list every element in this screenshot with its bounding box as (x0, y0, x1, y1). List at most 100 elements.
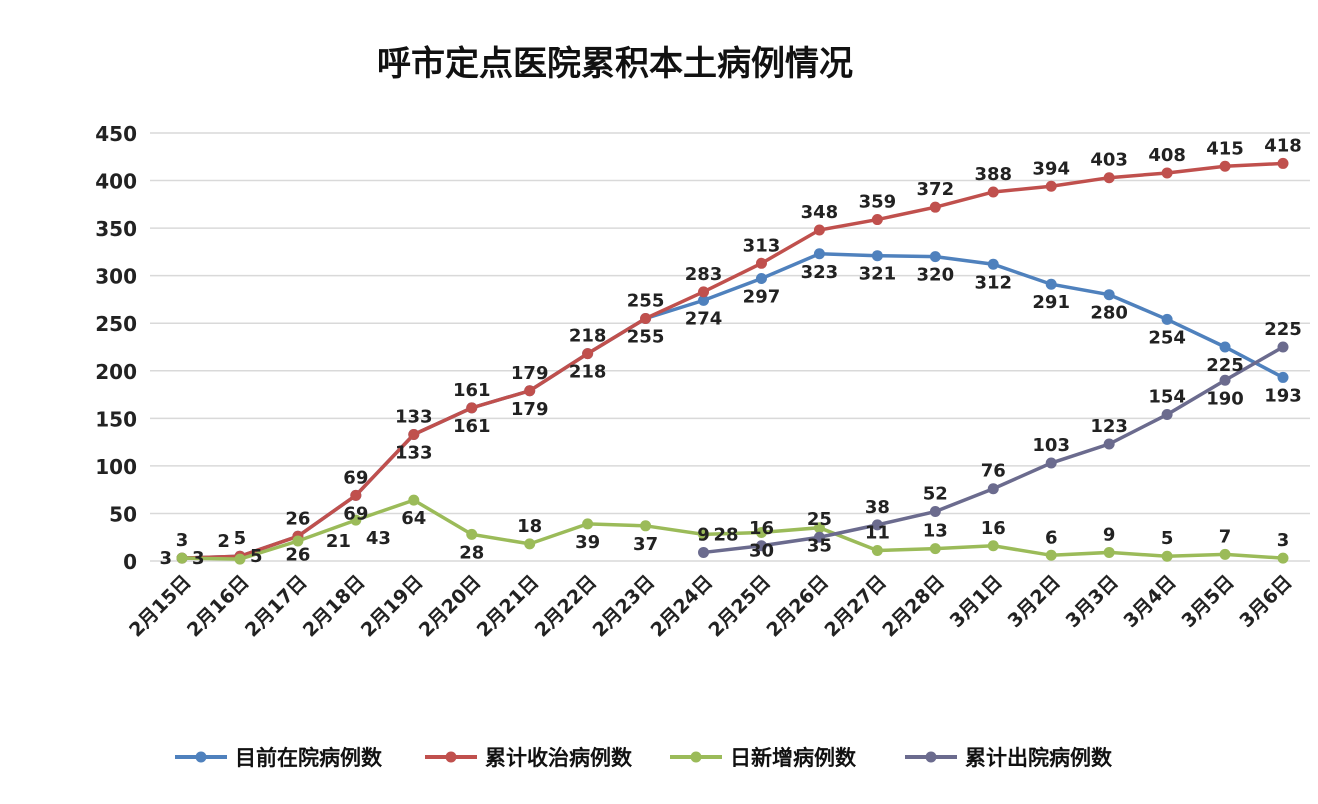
x-tick-label: 2月17日 (241, 571, 311, 641)
data-point (698, 546, 710, 558)
data-point (987, 483, 999, 495)
legend-label: 日新增病例数 (730, 746, 857, 770)
data-point (292, 535, 304, 547)
legend-marker (445, 751, 457, 763)
data-label: 7 (1219, 526, 1232, 547)
data-point (813, 224, 825, 236)
x-tick-label: 2月20日 (415, 571, 485, 641)
data-point (871, 519, 883, 531)
data-point (755, 273, 767, 285)
data-point (755, 526, 767, 538)
data-label: 313 (743, 235, 781, 256)
data-label: 372 (917, 179, 955, 200)
legend-marker (690, 751, 702, 763)
x-tick-label: 2月16日 (183, 571, 253, 641)
data-point (176, 552, 188, 564)
data-point (813, 248, 825, 260)
x-tick-label: 3月6日 (1235, 571, 1296, 632)
data-label: 37 (633, 534, 658, 555)
data-point (524, 538, 536, 550)
data-point (1219, 548, 1231, 560)
y-tick-label: 400 (95, 170, 137, 194)
data-point (1161, 550, 1173, 562)
y-tick-label: 300 (95, 265, 137, 289)
x-tick-label: 2月15日 (125, 571, 195, 641)
data-label: 2 (217, 531, 230, 552)
data-label: 26 (285, 544, 310, 565)
data-point (987, 258, 999, 270)
x-tick-label: 3月1日 (946, 571, 1007, 632)
data-label: 28 (459, 542, 484, 563)
data-point (929, 543, 941, 555)
data-label: 38 (865, 497, 890, 518)
data-label: 179 (511, 399, 549, 420)
data-label: 415 (1206, 138, 1244, 159)
data-point (1277, 371, 1289, 383)
data-point (1103, 546, 1115, 558)
data-label: 255 (627, 326, 665, 347)
data-label: 323 (801, 262, 839, 283)
data-label: 3 (192, 548, 205, 569)
data-point (1219, 341, 1231, 353)
data-label: 280 (1090, 303, 1128, 324)
data-point (871, 545, 883, 557)
data-point (234, 553, 246, 565)
data-label: 312 (974, 272, 1012, 293)
legend-label: 目前在院病例数 (235, 746, 383, 770)
data-label: 28 (714, 524, 739, 545)
data-point (350, 489, 362, 501)
x-tick-label: 2月27日 (820, 571, 890, 641)
data-point (1045, 549, 1057, 561)
data-point (1103, 438, 1115, 450)
data-label: 5 (1161, 528, 1174, 549)
data-label: 11 (865, 523, 890, 544)
data-label: 418 (1264, 135, 1302, 156)
y-tick-label: 50 (109, 502, 137, 526)
data-label: 161 (453, 416, 491, 437)
y-tick-label: 200 (95, 360, 137, 384)
data-point (929, 201, 941, 213)
x-tick-label: 2月26日 (762, 571, 832, 641)
data-point (1045, 180, 1057, 192)
data-label: 9 (697, 524, 710, 545)
data-point (466, 528, 478, 540)
data-point (1045, 457, 1057, 469)
data-point (755, 257, 767, 269)
data-point (1161, 167, 1173, 179)
x-tick-label: 3月2日 (1004, 571, 1065, 632)
data-label: 218 (569, 362, 607, 383)
data-point (1161, 313, 1173, 325)
x-tick-label: 2月21日 (473, 571, 543, 641)
data-label: 123 (1090, 416, 1128, 437)
data-label: 388 (974, 164, 1012, 185)
data-label: 161 (453, 380, 491, 401)
x-tick-label: 2月19日 (357, 571, 427, 641)
data-point (1219, 374, 1231, 386)
data-point (871, 214, 883, 226)
data-label: 9 (1103, 524, 1116, 545)
data-label: 5 (250, 546, 263, 567)
x-tick-label: 2月28日 (878, 571, 948, 641)
data-label: 18 (517, 516, 542, 537)
data-label: 133 (395, 407, 433, 428)
data-point (755, 540, 767, 552)
data-label: 64 (401, 508, 426, 529)
x-tick-label: 2月24日 (647, 571, 717, 641)
data-label: 25 (807, 509, 832, 530)
legend-marker (925, 751, 937, 763)
data-point (929, 506, 941, 518)
data-label: 3 (159, 548, 172, 569)
data-point (350, 514, 362, 526)
data-label: 6 (1045, 527, 1058, 548)
data-label: 35 (807, 536, 832, 557)
data-label: 52 (923, 484, 948, 505)
data-point (987, 540, 999, 552)
data-label: 403 (1090, 150, 1128, 171)
data-point (987, 186, 999, 198)
data-label: 225 (1264, 319, 1302, 340)
x-tick-label: 2月23日 (589, 571, 659, 641)
x-tick-label: 2月25日 (705, 571, 775, 641)
y-tick-label: 350 (95, 217, 137, 241)
data-label: 43 (366, 528, 391, 549)
